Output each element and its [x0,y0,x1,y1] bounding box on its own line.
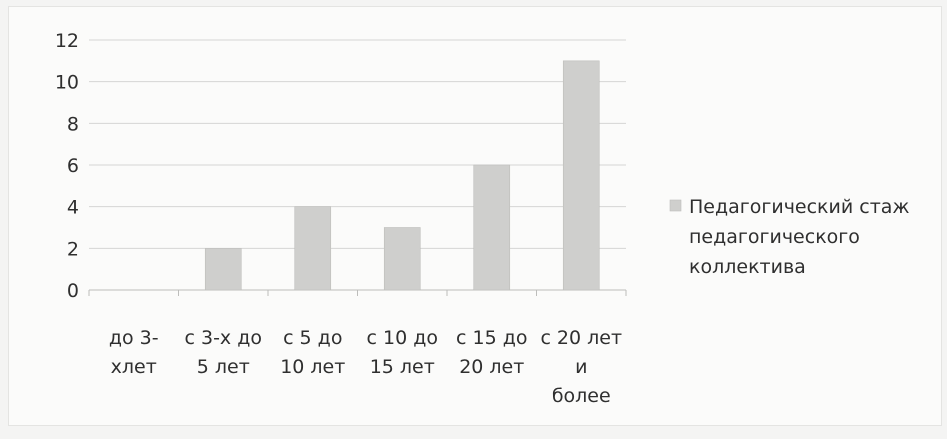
x-category-label: с 5 до [283,327,342,349]
x-category-label: более [552,385,611,407]
bar-chart: 0 2 4 6 8 10 12 до 3- хлет с 3-х до 5 лет с 5 до 10 … [55,30,910,407]
y-tick-label: 6 [67,155,79,177]
legend-label: педагогического [689,226,860,248]
x-category-label: с 3-х до [185,327,262,349]
y-tick-label: 8 [67,113,79,135]
y-tick-label: 4 [67,197,79,219]
x-category-label: с 20 лет [540,327,622,349]
x-category-label: 20 лет [459,356,524,378]
bar [473,164,511,291]
legend-swatch [669,199,682,212]
y-tick-label: 12 [55,30,79,52]
x-category-label: с 15 до [456,327,527,349]
x-category-label: до 3- [109,327,159,349]
bar [562,60,600,291]
x-category-label: хлет [111,356,157,378]
y-tick-label: 10 [55,72,79,94]
legend-label: коллектива [689,256,806,278]
x-category-label: с 10 до [367,327,438,349]
y-tick-label: 2 [67,238,79,260]
legend-label: Педагогический стаж [689,196,910,218]
bar [294,206,332,291]
x-category-label: и [575,356,587,378]
x-category-label: 15 лет [370,356,435,378]
bar [204,248,242,291]
y-tick-label: 0 [67,280,79,302]
bar [383,227,421,291]
chart-area: 0 2 4 6 8 10 12 до 3- хлет с 3-х до 5 лет с 5 до 10 … [8,6,942,426]
x-category-label: 10 лет [280,356,345,378]
x-category-label: 5 лет [197,356,250,378]
